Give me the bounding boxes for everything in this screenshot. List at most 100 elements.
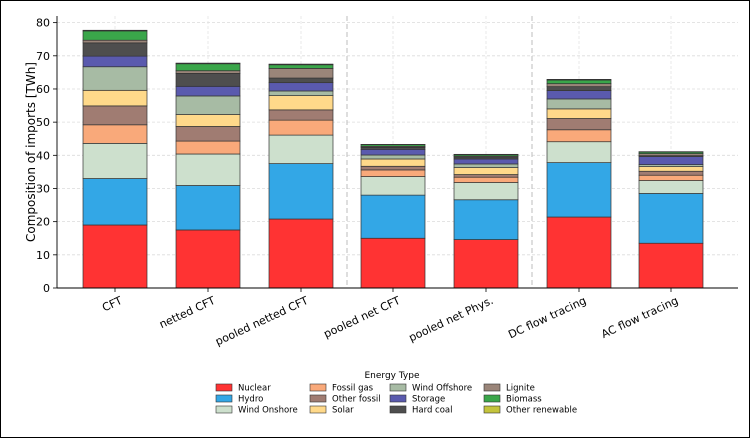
bar-segment-fossil-gas	[175, 140, 241, 155]
bar-segment-biomass	[175, 63, 241, 72]
legend-swatch	[215, 394, 233, 403]
legend-swatch	[389, 405, 407, 414]
legend-label: Fossil gas	[332, 384, 374, 394]
bar-segment-hard-coal	[82, 42, 148, 57]
bar-segment-other-renewable	[268, 63, 334, 66]
bar-segment-other-fossil	[360, 165, 426, 171]
bar-segment-lignite	[268, 68, 334, 79]
bar-segment-wind-onshore	[82, 143, 148, 179]
x-tick-label: netted CFT	[157, 294, 217, 331]
bar-segment-other-fossil	[175, 126, 241, 142]
bar-segment-other-fossil	[638, 170, 704, 176]
legend-label: Other renewable	[506, 406, 577, 416]
x-tick-label: CFT	[100, 294, 124, 315]
bar-segment-other-renewable	[546, 79, 612, 81]
bar-segment-storage	[360, 148, 426, 156]
bar-segment-nuclear	[453, 239, 519, 289]
y-axis-title: Composition of imports [TWh]	[24, 62, 38, 242]
bar-segment-other-fossil	[268, 109, 334, 121]
bar-segment-other-fossil	[82, 105, 148, 126]
bar-segment-lignite	[546, 83, 612, 88]
x-tick-label: pooled net CFT	[322, 294, 403, 341]
legend-label: Lignite	[506, 384, 535, 394]
bar-segment-wind-onshore	[453, 182, 519, 201]
bar-segment-fossil-gas	[546, 129, 612, 143]
legend-swatch	[309, 383, 327, 392]
bar-segment-hard-coal	[268, 77, 334, 84]
bar-segment-wind-onshore	[175, 153, 241, 186]
bar-segment-other-fossil	[453, 174, 519, 178]
bar-segment-hydro	[268, 163, 334, 220]
bar-segment-solar	[82, 89, 148, 107]
bar-segment-hydro	[453, 199, 519, 240]
bar-segment-biomass	[82, 30, 148, 41]
legend-label: Hard coal	[412, 406, 453, 416]
bar-segment-storage	[175, 85, 241, 97]
legend-swatch	[309, 394, 327, 403]
bar-segment-biomass	[546, 79, 612, 85]
bar-segment-solar	[360, 158, 426, 167]
bar-segment-hydro	[175, 185, 241, 231]
bar-segment-storage	[638, 156, 704, 165]
bar-segment-nuclear	[546, 216, 612, 289]
x-tick-label: pooled net Phys.	[407, 294, 496, 345]
y-tick-label: 70	[36, 50, 50, 63]
bar-segment-fossil-gas	[360, 169, 426, 177]
bar-segment-storage	[268, 82, 334, 92]
bar-segment-nuclear	[360, 237, 426, 289]
bar-segment-solar	[453, 167, 519, 175]
legend-swatch	[215, 405, 233, 414]
legend-label: Wind Offshore	[412, 384, 472, 394]
bar-segment-wind-offshore	[546, 98, 612, 110]
legend-swatch	[389, 394, 407, 403]
y-tick-label: 60	[36, 83, 50, 96]
legend-label: Nuclear	[238, 384, 271, 394]
legend-swatch	[483, 405, 501, 414]
bar-segment-hard-coal	[546, 86, 612, 91]
bar-segment-fossil-gas	[453, 176, 519, 183]
bar-segment-storage	[453, 158, 519, 165]
bar-segment-hydro	[638, 193, 704, 244]
legend-swatch	[483, 383, 501, 392]
bar-segment-wind-onshore	[268, 134, 334, 164]
legend-label: Storage	[412, 395, 445, 405]
x-tick-label: AC flow tracing	[599, 294, 680, 341]
legend-label: Wind Onshore	[238, 406, 298, 416]
bar-segment-hydro	[82, 178, 148, 226]
x-tick-label: DC flow tracing	[506, 294, 588, 341]
bar-segment-lignite	[175, 70, 241, 74]
bar-segment-storage	[82, 55, 148, 68]
y-tick-label: 0	[43, 282, 50, 295]
y-tick-label: 80	[36, 17, 50, 30]
bar-segment-hydro	[546, 162, 612, 218]
bar-segment-other-fossil	[546, 118, 612, 131]
bar-segment-wind-offshore	[268, 90, 334, 96]
bar-segment-solar	[546, 108, 612, 119]
y-tick-label: 20	[36, 216, 50, 229]
bar-segment-wind-offshore	[360, 154, 426, 160]
legend-swatch	[215, 383, 233, 392]
bar-segment-fossil-gas	[268, 119, 334, 136]
bar-segment-fossil-gas	[638, 174, 704, 181]
bar-segment-wind-onshore	[638, 180, 704, 194]
legend-label: Biomass	[506, 395, 542, 405]
y-tick-label: 10	[36, 249, 50, 262]
bar-segment-wind-offshore	[82, 66, 148, 91]
y-tick-label: 30	[36, 182, 50, 195]
bar-segment-solar	[638, 166, 704, 172]
bar-segment-hydro	[360, 194, 426, 239]
bar-segment-lignite	[82, 39, 148, 44]
bar-segment-biomass	[268, 64, 334, 69]
legend-swatch	[389, 383, 407, 392]
bar-segment-wind-onshore	[360, 176, 426, 196]
bar-segment-wind-offshore	[453, 163, 519, 168]
bar-segment-solar	[268, 95, 334, 111]
bar-segment-other-renewable	[175, 62, 241, 65]
bar-segment-nuclear	[82, 224, 148, 289]
legend-swatch	[309, 405, 327, 414]
legend-label: Hydro	[238, 395, 263, 405]
legend-label: Other fossil	[332, 395, 381, 405]
bar-segment-fossil-gas	[82, 124, 148, 144]
bar-segment-wind-onshore	[546, 141, 612, 163]
